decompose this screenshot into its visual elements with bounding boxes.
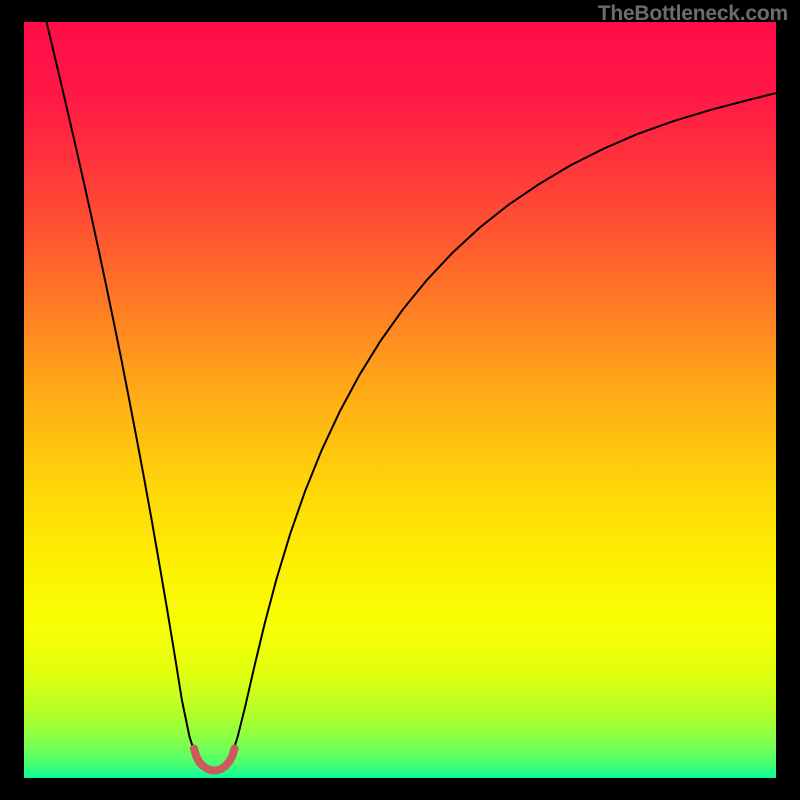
curve-minimum-marker <box>194 749 235 771</box>
chart-curves <box>24 22 776 778</box>
bottleneck-curve <box>47 22 776 770</box>
attribution-label: TheBottleneck.com <box>598 2 788 26</box>
plot-area <box>24 22 776 778</box>
chart-outer-frame: TheBottleneck.com <box>0 0 800 800</box>
